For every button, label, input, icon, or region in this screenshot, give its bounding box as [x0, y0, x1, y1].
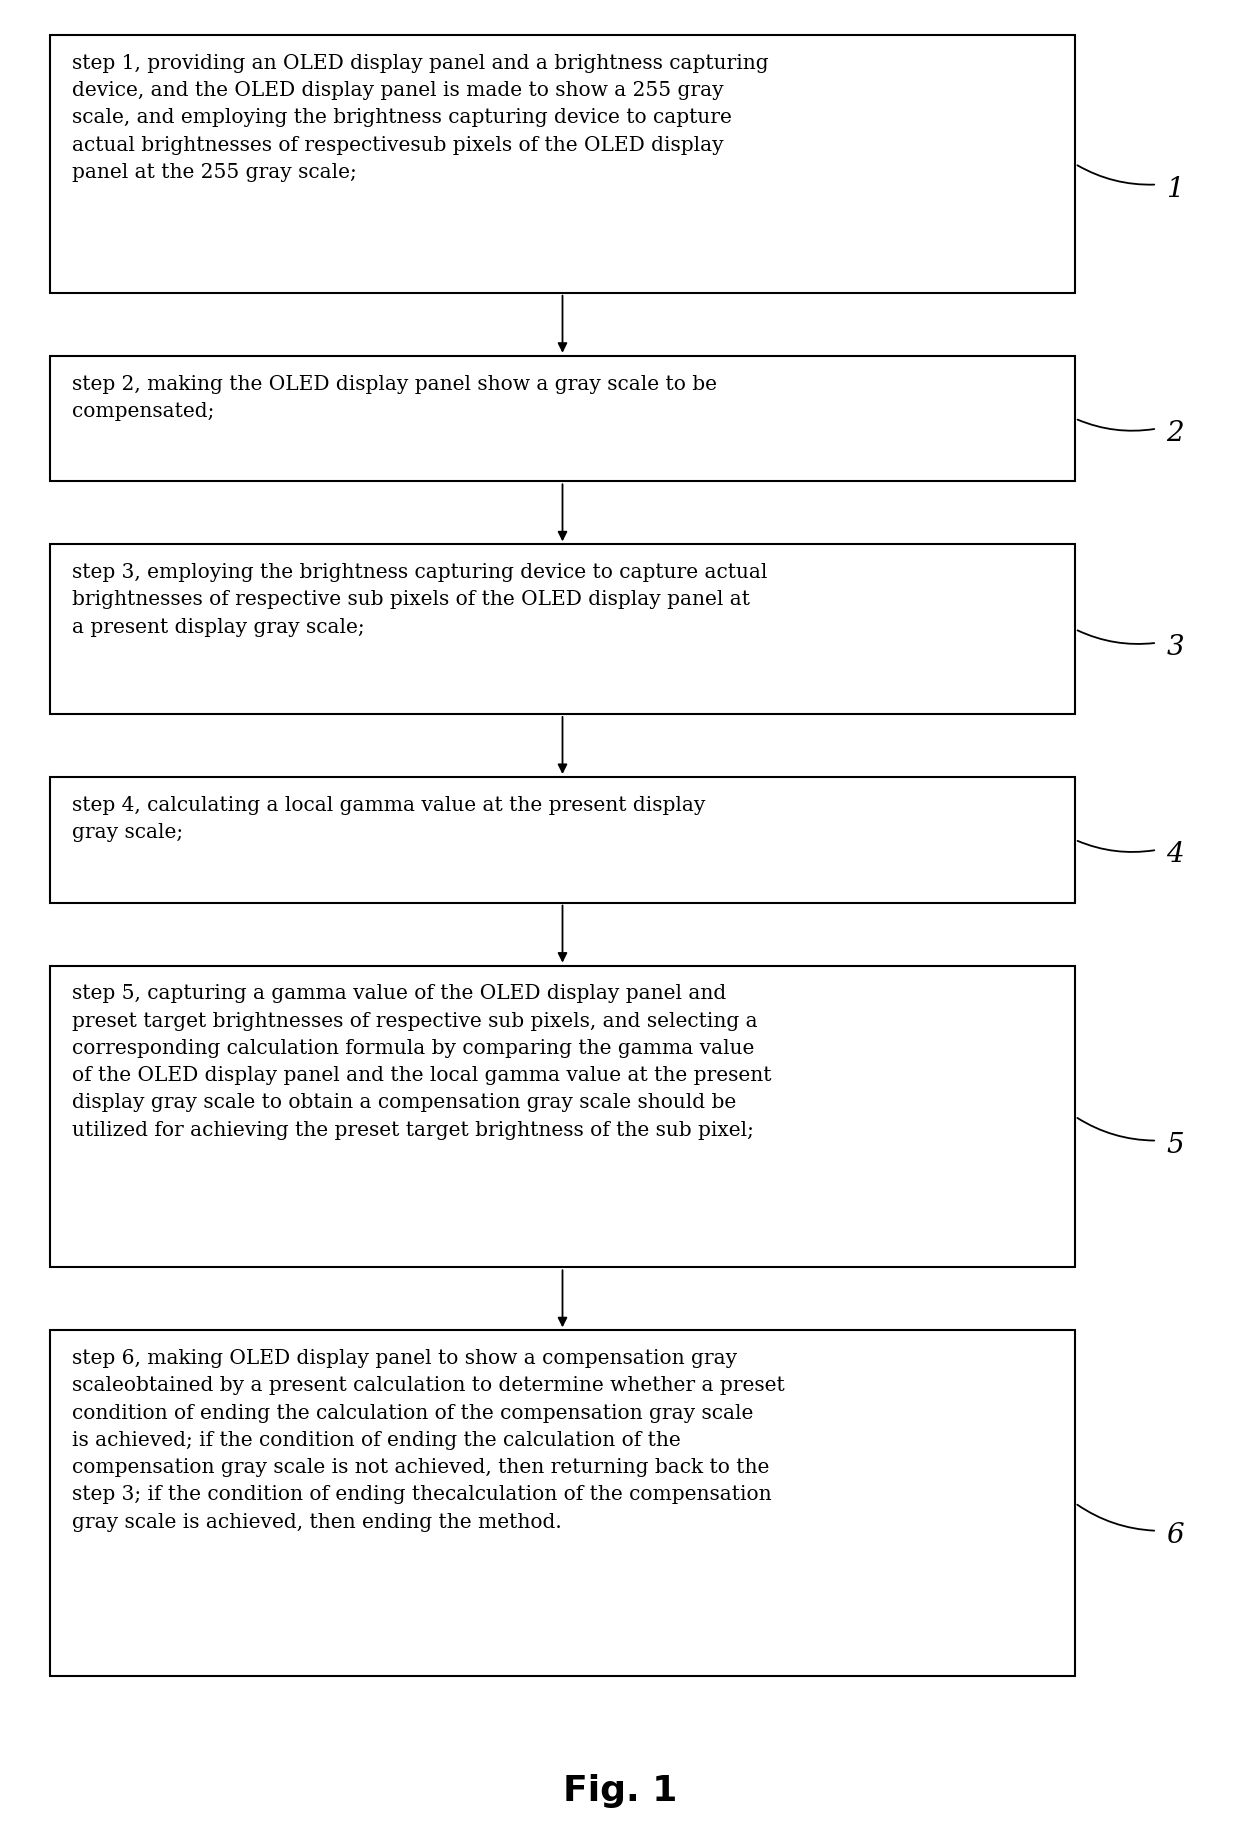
- Bar: [50, 777, 1075, 903]
- Text: 1: 1: [1166, 176, 1184, 204]
- Text: 3: 3: [1166, 633, 1184, 661]
- Text: 6: 6: [1166, 1522, 1184, 1550]
- Bar: [50, 35, 1075, 292]
- Text: step 5, capturing a gamma value of the OLED display panel and
preset target brig: step 5, capturing a gamma value of the O…: [72, 984, 771, 1140]
- Text: step 1, providing an OLED display panel and a brightness capturing
device, and t: step 1, providing an OLED display panel …: [72, 53, 769, 182]
- Text: Fig. 1: Fig. 1: [563, 1774, 677, 1808]
- Text: 4: 4: [1166, 841, 1184, 868]
- Text: step 4, calculating a local gamma value at the present display
gray scale;: step 4, calculating a local gamma value …: [72, 795, 706, 843]
- Bar: [50, 966, 1075, 1267]
- Bar: [50, 356, 1075, 481]
- Text: 2: 2: [1166, 420, 1184, 448]
- Text: step 2, making the OLED display panel show a gray scale to be
compensated;: step 2, making the OLED display panel sh…: [72, 375, 717, 420]
- Text: step 6, making OLED display panel to show a compensation gray
scaleobtained by a: step 6, making OLED display panel to sho…: [72, 1349, 785, 1531]
- Text: 5: 5: [1166, 1133, 1184, 1159]
- Text: step 3, employing the brightness capturing device to capture actual
brightnesses: step 3, employing the brightness capturi…: [72, 564, 768, 637]
- Bar: [50, 543, 1075, 714]
- Bar: [50, 1331, 1075, 1676]
